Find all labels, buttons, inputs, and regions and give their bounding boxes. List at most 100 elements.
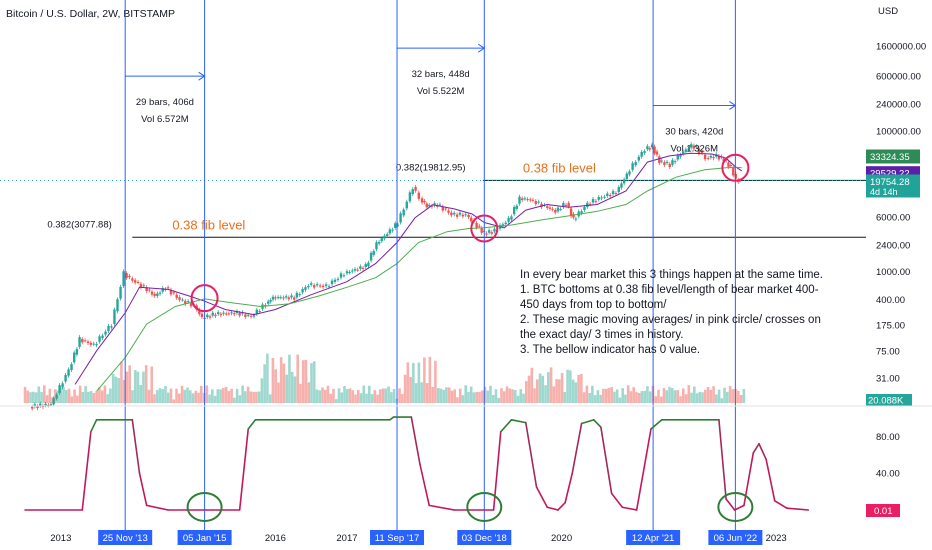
volume-bar <box>356 389 360 403</box>
volume-bar <box>279 357 283 403</box>
candle-body <box>548 207 552 209</box>
volume-bar <box>464 385 467 403</box>
volume-bar <box>665 390 669 403</box>
volume-bar <box>37 386 41 403</box>
volume-bar <box>197 392 200 403</box>
candle-body <box>271 296 275 300</box>
indicator-line-segment <box>635 428 652 511</box>
volume-bar <box>549 367 553 403</box>
candle-body <box>515 205 519 209</box>
volume-bar <box>87 391 90 403</box>
candle-body <box>611 191 615 195</box>
volume-bar <box>128 365 131 403</box>
volume-bar <box>629 391 633 403</box>
candle-body <box>64 375 67 382</box>
candle-body <box>423 200 426 203</box>
volume-bar <box>205 385 209 403</box>
volume-bar <box>615 389 619 403</box>
candle-body <box>567 202 570 207</box>
volume-bar <box>100 390 104 403</box>
date-marker-label: 25 Nov '13 <box>103 533 148 544</box>
candle-body <box>684 149 688 152</box>
volume-bar <box>268 394 272 403</box>
volume-bar <box>125 371 129 403</box>
indicator-line-segment <box>600 426 613 495</box>
candle-body <box>537 201 540 203</box>
volume-bar <box>293 376 297 403</box>
volume-bar <box>175 388 178 403</box>
indicator-line-segment <box>610 492 624 509</box>
candle-body <box>153 293 156 296</box>
volume-bar <box>571 379 575 403</box>
candle-body <box>295 292 299 298</box>
volume-bar <box>401 394 404 403</box>
time-axis[interactable]: 2013 2016 2017 2020 2023 25 Nov '13 05 Jan '15… <box>50 530 787 545</box>
volume-bar <box>624 394 627 403</box>
price-badge-label: 29529.22 <box>870 169 910 180</box>
candle-body <box>697 148 701 154</box>
measure-volume-label: Vol 6.572M <box>141 114 189 125</box>
volume-bar <box>726 391 729 403</box>
candle-body <box>433 203 436 206</box>
indicator-tick-label: 40.00 <box>876 469 900 480</box>
volume-bar <box>469 386 473 403</box>
currency-label: USD <box>878 6 898 17</box>
candle-body <box>554 210 557 213</box>
candle-body <box>556 207 560 212</box>
volume-bar <box>381 388 385 403</box>
candle-body <box>695 146 698 148</box>
volume-bar <box>613 391 616 403</box>
candle-body <box>225 313 228 315</box>
volume-bar <box>524 381 528 403</box>
candle-body <box>145 287 148 292</box>
volume-bar <box>200 385 203 403</box>
candle-body <box>580 211 583 214</box>
volume-bar <box>98 387 101 403</box>
fib-value-label: 0.382(19812.95) <box>396 162 466 173</box>
volume-bar <box>67 388 71 403</box>
volume-bar <box>111 373 115 403</box>
candle-body <box>501 224 505 227</box>
price-tick-label: 600000.00 <box>876 72 921 83</box>
volume-bar <box>161 389 165 403</box>
volume-bar <box>260 378 264 403</box>
price-tick-label: 100000.00 <box>876 126 921 137</box>
candle-body <box>161 288 164 292</box>
volume-bar <box>593 395 597 403</box>
volume-bar <box>428 356 432 403</box>
candle-body <box>345 271 349 274</box>
candle-body <box>321 285 325 288</box>
volume-bar <box>343 386 346 403</box>
volume-bar <box>604 388 608 403</box>
price-tick-label: 1000.00 <box>876 267 910 278</box>
measure-volume-label: Vol 1.326M <box>670 143 718 154</box>
candle-body <box>181 299 184 301</box>
volume-bar <box>45 395 49 403</box>
volume-bar <box>508 388 512 403</box>
volume-bar <box>365 393 368 403</box>
volume-bar <box>362 385 366 403</box>
volume-bar <box>536 379 539 403</box>
candle-body <box>562 202 565 208</box>
candle-body <box>658 156 661 164</box>
candle-body <box>136 281 140 283</box>
candle-body <box>414 186 417 191</box>
candle-body <box>709 155 713 158</box>
volume-bar <box>164 386 167 403</box>
volume-bar <box>379 389 382 403</box>
ma-cross-circles <box>190 153 750 313</box>
candle-body <box>156 293 159 297</box>
indicator-line-segment <box>535 486 549 509</box>
volume-bar <box>235 388 239 403</box>
indicator-line-segment <box>247 419 257 430</box>
volume-bar <box>155 390 159 403</box>
candle-body <box>490 232 494 234</box>
volume-bar <box>618 397 622 403</box>
volume-bar <box>533 388 536 403</box>
volume-bar <box>494 389 498 403</box>
indicator-line-segment <box>499 419 513 433</box>
candle-body <box>559 209 562 211</box>
candle-body <box>372 251 375 255</box>
candle-body <box>107 326 110 332</box>
